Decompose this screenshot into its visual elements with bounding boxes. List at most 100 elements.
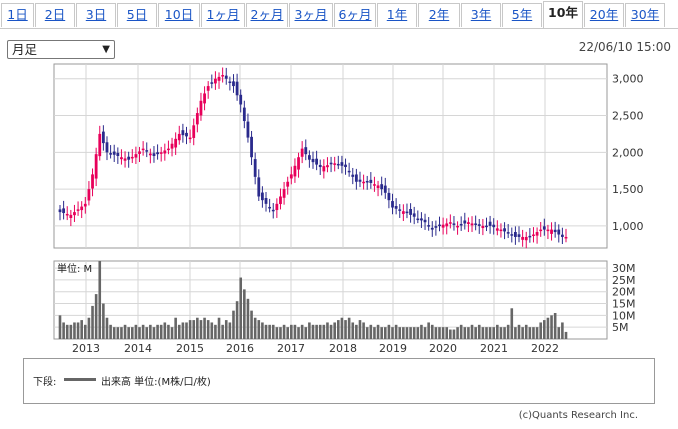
volume-bar: [355, 324, 358, 339]
tab-12[interactable]: 3年: [461, 3, 501, 27]
volume-bar: [239, 277, 243, 339]
candle-body: [318, 164, 322, 168]
volume-bar: [116, 327, 120, 339]
volume-bar: [87, 317, 91, 339]
volume-bar: [481, 327, 485, 339]
volume-bar: [308, 322, 311, 339]
candle-body: [394, 206, 398, 209]
volume-bar: [452, 329, 456, 339]
candle-body: [261, 192, 264, 201]
candle-body: [492, 224, 496, 228]
tab-11[interactable]: 2年: [418, 3, 460, 27]
tab-8[interactable]: 3ヶ月: [289, 3, 333, 27]
candle-body: [304, 147, 308, 155]
candle-body: [481, 225, 485, 229]
volume-bar: [311, 324, 315, 339]
volume-bar: [152, 327, 156, 339]
candle-body: [542, 226, 546, 230]
volume-bar: [423, 327, 427, 339]
tab-13[interactable]: 5年: [502, 3, 542, 27]
candle-body: [351, 174, 355, 177]
volume-bar: [337, 320, 340, 339]
volume-bar: [282, 324, 286, 339]
x-tick-label: 2016: [226, 342, 254, 355]
candle-body: [510, 234, 514, 236]
candle-body: [174, 138, 178, 148]
tab-10[interactable]: 1年: [377, 3, 417, 27]
period-select-value: 月足: [12, 42, 38, 57]
candle-body: [101, 131, 105, 144]
volume-bar: [210, 322, 214, 339]
volume-bar: [365, 327, 369, 339]
candle-body: [347, 170, 351, 173]
volume-bar: [362, 322, 365, 339]
volume-bar: [80, 320, 83, 339]
candle-body: [58, 209, 62, 213]
x-tick-label: 2019: [379, 342, 407, 355]
candle-body: [380, 184, 384, 190]
tab-4[interactable]: 5日: [117, 3, 157, 27]
tab-9[interactable]: 6ヶ月: [334, 3, 376, 27]
volume-bar: [409, 327, 412, 339]
candle-body: [557, 229, 561, 235]
candle-body: [80, 206, 84, 211]
volume-bar: [470, 324, 474, 339]
volume-bar: [449, 329, 452, 339]
candle-body: [495, 228, 499, 231]
candle-body: [340, 162, 344, 166]
volume-bar: [521, 327, 524, 339]
x-tick-label: 2018: [329, 342, 357, 355]
candle-body: [242, 107, 246, 122]
tab-1[interactable]: 1日: [1, 3, 34, 27]
volume-bar: [58, 315, 62, 339]
volume-bar: [275, 327, 279, 339]
volume-bar: [340, 317, 344, 339]
candle-body: [438, 224, 441, 227]
candle-body: [159, 152, 163, 154]
tab-2[interactable]: 2日: [35, 3, 75, 27]
volume-bar: [514, 327, 517, 339]
candle-body: [560, 234, 564, 237]
candle-body: [300, 148, 304, 157]
candle-body: [228, 81, 232, 84]
candle-body: [434, 226, 438, 228]
volume-bar: [177, 324, 181, 339]
volume-bar: [185, 322, 188, 339]
candle-body: [91, 174, 94, 189]
candle-body: [336, 163, 340, 166]
volume-bar: [496, 324, 499, 339]
tab-14[interactable]: 10年: [543, 1, 583, 28]
tab-5[interactable]: 10日: [158, 3, 200, 27]
candle-body: [123, 158, 127, 161]
volume-bar: [224, 320, 228, 339]
volume-bar: [315, 324, 318, 339]
tab-16[interactable]: 30年: [625, 3, 665, 27]
volume-bar: [463, 327, 467, 339]
volume-bar: [264, 324, 268, 339]
candle-body: [127, 156, 131, 160]
candle-body: [217, 76, 221, 81]
period-tabs: 1日 2日 3日 5日 10日 1ヶ月 2ヶ月 3ヶ月 6ヶ月 1年 2年 3年 5年 10年 20年 30年: [0, 0, 678, 29]
candle-body: [98, 133, 102, 157]
candle-body: [65, 213, 69, 216]
tab-7[interactable]: 2ヶ月: [246, 3, 288, 27]
candle-body: [282, 189, 286, 198]
legend-box: 下段: 出来高 単位:(M株/口/枚): [23, 358, 655, 404]
candle-body: [297, 157, 300, 170]
candle-body: [503, 228, 506, 232]
candle-body: [210, 82, 214, 84]
candle-body: [459, 223, 463, 226]
period-select[interactable]: 月足 ▼: [7, 40, 115, 59]
tab-6[interactable]: 1ヶ月: [201, 3, 245, 27]
tab-3[interactable]: 3日: [76, 3, 116, 27]
legend-swatch: [64, 378, 96, 381]
candle-body: [253, 159, 257, 177]
volume-bar: [76, 322, 80, 339]
volume-bar: [326, 322, 329, 339]
tab-15[interactable]: 20年: [584, 3, 624, 27]
volume-bar: [344, 320, 347, 339]
volume-bar: [170, 327, 174, 339]
candle-body: [268, 206, 272, 209]
volume-bar: [243, 289, 246, 339]
candle-body: [224, 75, 228, 79]
